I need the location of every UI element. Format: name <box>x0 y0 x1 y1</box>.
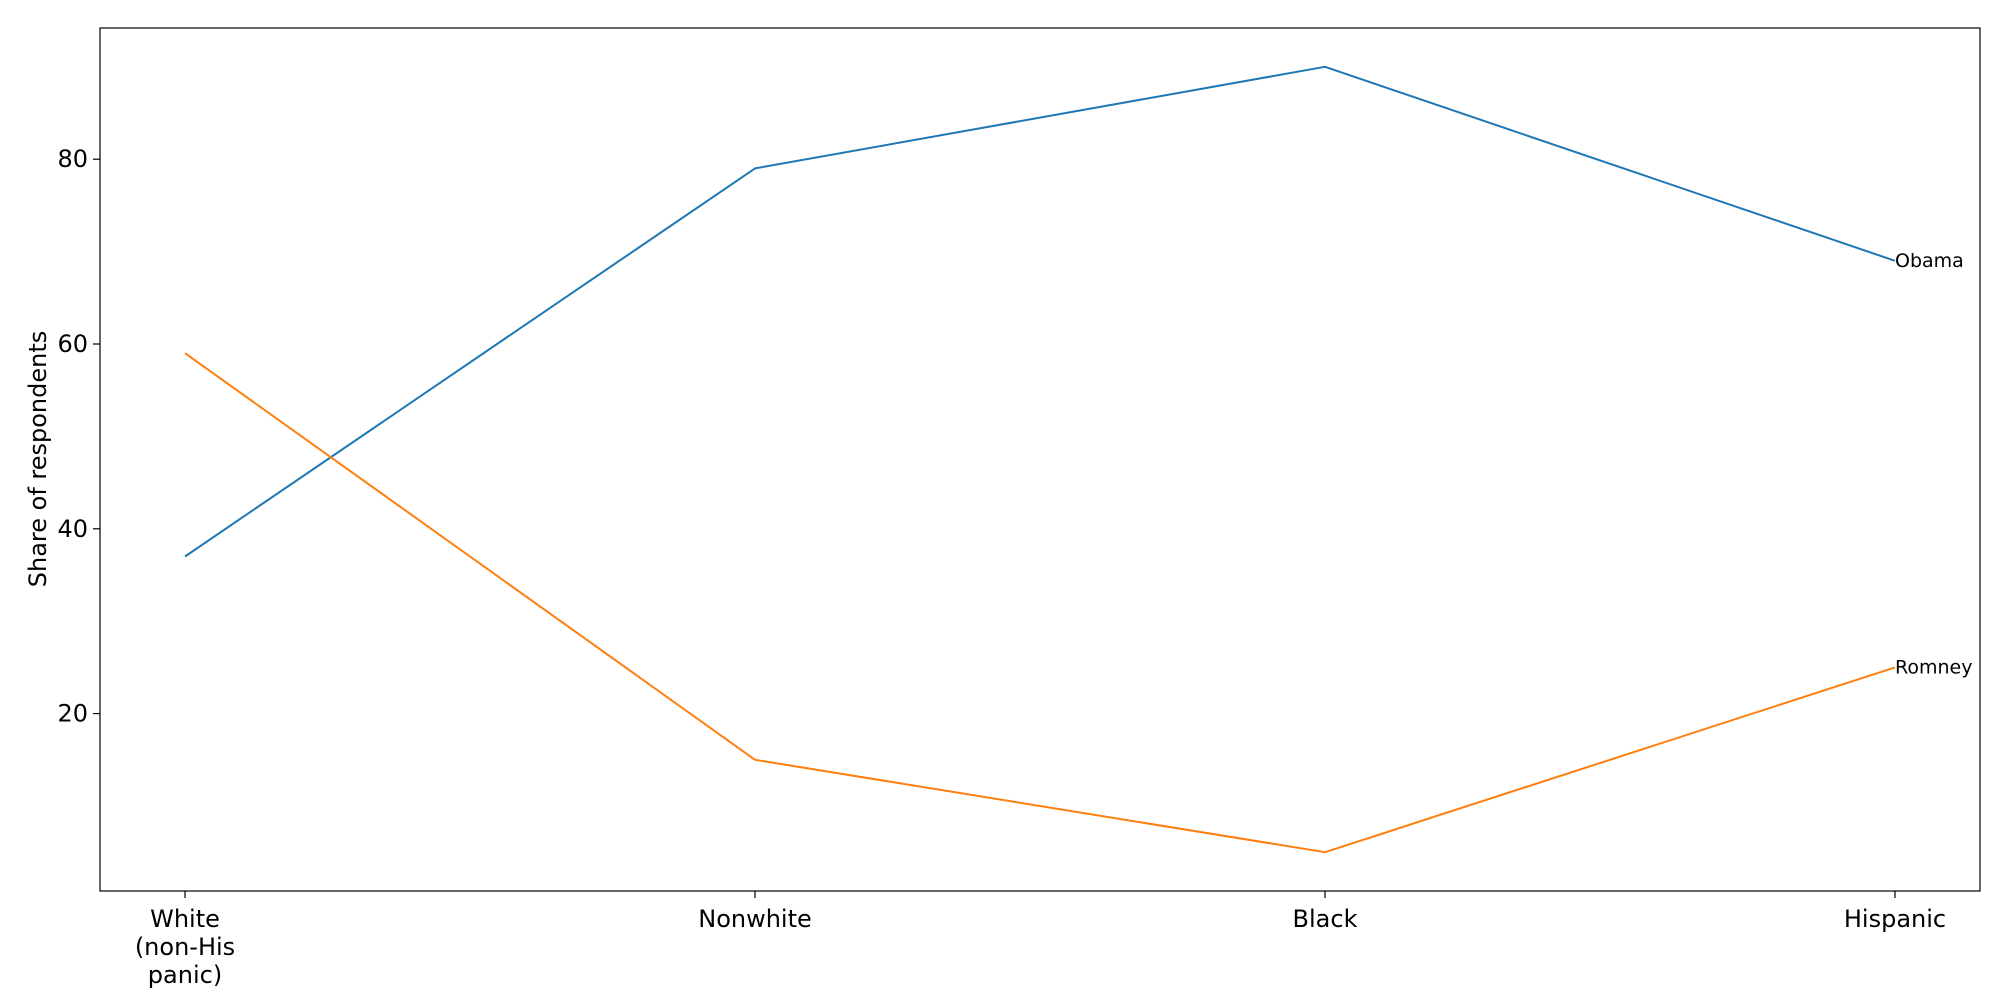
x-tick-label: Black <box>1293 905 1358 933</box>
x-tick-label: Hispanic <box>1844 905 1946 933</box>
y-tick-label: 60 <box>57 330 88 358</box>
x-axis-ticks: White (non-His panic) Nonwhite Black Hispanic <box>135 891 1946 989</box>
y-tick-label: 20 <box>57 700 88 728</box>
y-tick-label: 80 <box>57 145 88 173</box>
series-line-obama <box>184 65 1896 558</box>
series-labels: Obama Romney <box>1895 250 1972 679</box>
plot-area <box>99 27 1981 892</box>
series-lines <box>184 65 1896 854</box>
x-tick-label: Nonwhite <box>698 905 812 933</box>
series-label-romney: Romney <box>1895 656 1972 678</box>
series-line-romney <box>184 352 1896 854</box>
x-tick-label: White (non-His panic) <box>135 905 235 989</box>
series-label-obama: Obama <box>1895 250 1964 272</box>
y-axis-ticks: 20 40 60 80 <box>57 145 100 728</box>
y-tick-label: 40 <box>57 515 88 543</box>
y-axis-title: Share of respondents <box>24 331 52 588</box>
